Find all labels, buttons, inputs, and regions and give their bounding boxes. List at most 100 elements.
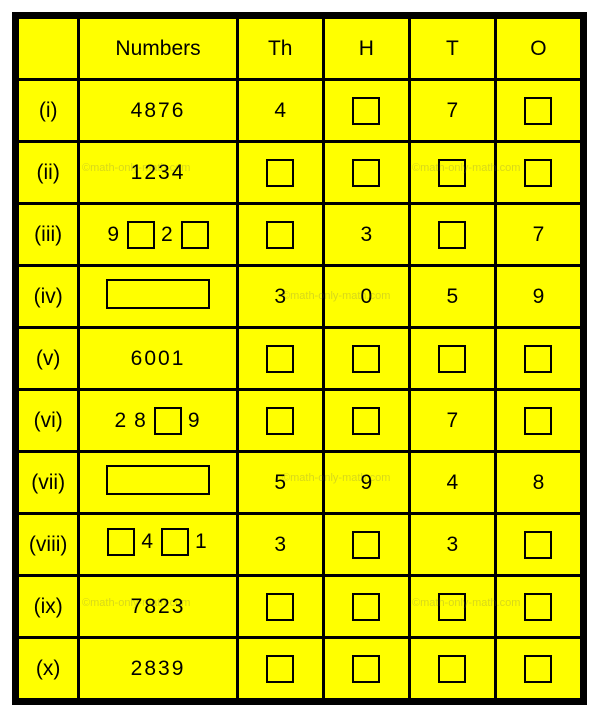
- h-cell: [323, 638, 409, 702]
- row-label: (vii): [16, 452, 79, 514]
- th-cell: [237, 638, 323, 702]
- row-label: (ix): [16, 576, 79, 638]
- blank-box[interactable]: [127, 221, 155, 249]
- number-cell: 6001: [79, 328, 237, 390]
- cell-value: 5: [447, 285, 459, 308]
- table-row: (v) 6001: [16, 328, 584, 390]
- o-cell: [495, 638, 583, 702]
- blank-box[interactable]: [266, 593, 294, 621]
- cell-value: 3: [274, 285, 286, 308]
- h-cell: [323, 576, 409, 638]
- header-ones: O: [495, 16, 583, 80]
- table-row: (x)2839: [16, 638, 584, 702]
- h-cell: [323, 390, 409, 452]
- blank-box[interactable]: [154, 407, 182, 435]
- digit: 9: [188, 409, 202, 433]
- number-display: 7823: [131, 595, 186, 619]
- h-cell: [323, 80, 409, 142]
- number-cell: 41: [79, 514, 237, 576]
- cell-value: 3: [274, 533, 286, 556]
- number-cell: [79, 266, 237, 328]
- number-cell: 7823: [79, 576, 237, 638]
- blank-box[interactable]: [352, 531, 380, 559]
- th-cell: 3: [237, 514, 323, 576]
- table-row: (vii)5948: [16, 452, 584, 514]
- cell-value: 7: [447, 99, 459, 122]
- blank-box[interactable]: [266, 221, 294, 249]
- cell-value: 9: [360, 471, 372, 494]
- cell-value: 7: [533, 223, 545, 246]
- blank-box[interactable]: [438, 221, 466, 249]
- number-display: 1234: [131, 161, 186, 185]
- number-cell: 92: [79, 204, 237, 266]
- digit: 8: [134, 409, 148, 433]
- digit: 2: [161, 223, 175, 247]
- blank-box[interactable]: [266, 159, 294, 187]
- row-label: (v): [16, 328, 79, 390]
- number-display: 92: [107, 221, 208, 249]
- number-cell: [79, 452, 237, 514]
- blank-box[interactable]: [438, 345, 466, 373]
- t-cell: [409, 142, 495, 204]
- table-row: (iii)9237: [16, 204, 584, 266]
- header-hundreds: H: [323, 16, 409, 80]
- t-cell: 5: [409, 266, 495, 328]
- blank-box[interactable]: [352, 593, 380, 621]
- header-row: Numbers Th H T O: [16, 16, 584, 80]
- o-cell: 9: [495, 266, 583, 328]
- number-display: [106, 465, 210, 495]
- blank-box[interactable]: [352, 159, 380, 187]
- number-display: 289: [114, 407, 201, 435]
- blank-box[interactable]: [266, 407, 294, 435]
- blank-box[interactable]: [352, 345, 380, 373]
- digit: 6001: [131, 347, 186, 371]
- t-cell: 7: [409, 390, 495, 452]
- blank-box[interactable]: [438, 655, 466, 683]
- h-cell: [323, 328, 409, 390]
- o-cell: [495, 328, 583, 390]
- o-cell: [495, 390, 583, 452]
- cell-value: 9: [533, 285, 545, 308]
- blank-box-wide[interactable]: [106, 279, 210, 309]
- table-row: (vi)2897: [16, 390, 584, 452]
- digit: 1: [195, 530, 209, 554]
- digit: 9: [107, 223, 121, 247]
- blank-box[interactable]: [438, 593, 466, 621]
- blank-box[interactable]: [266, 345, 294, 373]
- blank-box[interactable]: [524, 655, 552, 683]
- o-cell: [495, 142, 583, 204]
- cell-value: 3: [447, 533, 459, 556]
- number-cell: 2839: [79, 638, 237, 702]
- o-cell: 8: [495, 452, 583, 514]
- blank-box[interactable]: [107, 528, 135, 556]
- blank-box[interactable]: [181, 221, 209, 249]
- digit: 4876: [131, 99, 186, 123]
- digit: 4: [141, 530, 155, 554]
- cell-value: 5: [274, 471, 286, 494]
- header-thousands: Th: [237, 16, 323, 80]
- blank-box[interactable]: [524, 407, 552, 435]
- h-cell: 3: [323, 204, 409, 266]
- blank-box[interactable]: [352, 655, 380, 683]
- th-cell: [237, 390, 323, 452]
- blank-box[interactable]: [524, 97, 552, 125]
- blank-box[interactable]: [524, 593, 552, 621]
- o-cell: [495, 514, 583, 576]
- blank-box[interactable]: [524, 531, 552, 559]
- blank-box-wide[interactable]: [106, 465, 210, 495]
- row-label: (vi): [16, 390, 79, 452]
- blank-box[interactable]: [266, 655, 294, 683]
- blank-box[interactable]: [161, 528, 189, 556]
- table-row: (viii)4133: [16, 514, 584, 576]
- row-label: (iv): [16, 266, 79, 328]
- blank-box[interactable]: [524, 345, 552, 373]
- t-cell: [409, 204, 495, 266]
- header-blank: [16, 16, 79, 80]
- blank-box[interactable]: [352, 407, 380, 435]
- blank-box[interactable]: [524, 159, 552, 187]
- blank-box[interactable]: [438, 159, 466, 187]
- number-display: 6001: [131, 347, 186, 371]
- number-cell: 1234: [79, 142, 237, 204]
- blank-box[interactable]: [352, 97, 380, 125]
- cell-value: 7: [447, 409, 459, 432]
